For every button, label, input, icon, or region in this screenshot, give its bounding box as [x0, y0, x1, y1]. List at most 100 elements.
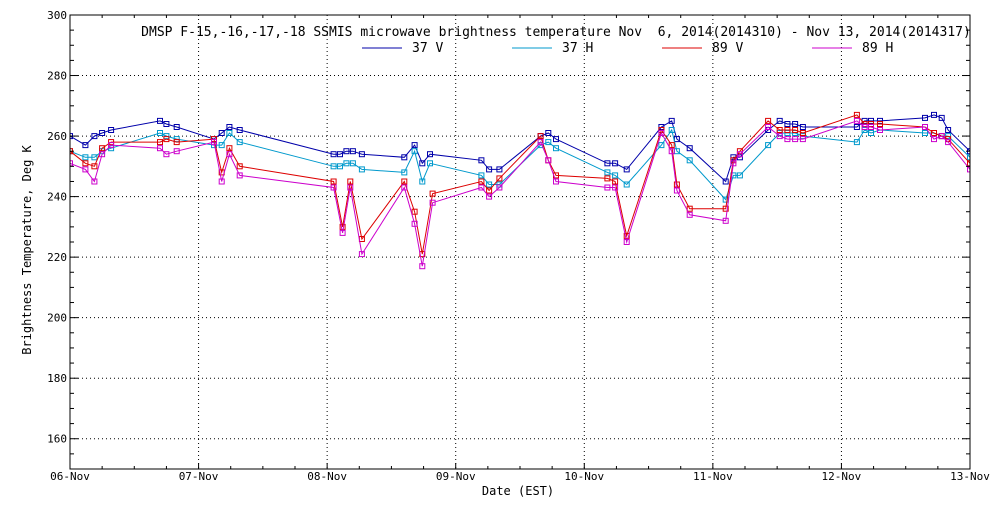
data-point-89h	[668, 148, 675, 155]
data-point-89h	[967, 166, 970, 173]
data-point-37v	[173, 124, 180, 130]
data-point-37v	[776, 117, 783, 124]
data-point-89v	[91, 163, 98, 170]
data-point-89v	[967, 160, 970, 167]
data-point-89h	[108, 142, 115, 149]
data-point-89v	[173, 139, 180, 146]
data-point-37v	[612, 160, 619, 167]
data-point-37h	[91, 154, 98, 161]
data-point-89v	[765, 117, 772, 124]
data-point-37v	[478, 157, 485, 164]
data-point-37v	[799, 124, 806, 130]
y-tick-label: 240	[47, 191, 67, 204]
data-point-37v	[337, 151, 343, 158]
data-point-89h	[931, 136, 937, 143]
data-point-89h	[776, 133, 783, 140]
data-point-89h	[330, 184, 337, 191]
data-point-37v	[486, 166, 493, 173]
x-tick-label: 13-Nov	[950, 470, 990, 483]
data-point-89h	[537, 139, 544, 146]
data-point-89h	[938, 133, 945, 140]
data-series	[70, 111, 970, 270]
data-point-37v	[108, 127, 115, 133]
data-point-89h	[99, 151, 106, 158]
data-point-89h	[70, 160, 73, 167]
data-point-89v	[776, 127, 783, 133]
data-point-89h	[553, 178, 559, 185]
data-point-89v	[236, 163, 243, 170]
data-point-37h	[658, 142, 665, 149]
data-point-37v	[938, 114, 945, 121]
data-point-37v	[343, 148, 350, 155]
data-point-89h	[496, 184, 503, 191]
data-point-37h	[765, 142, 772, 149]
data-point-89v	[931, 130, 937, 136]
data-point-37h	[226, 130, 233, 136]
x-tick-label: 09-Nov	[436, 470, 476, 483]
data-point-89v	[411, 208, 418, 215]
data-point-37h	[868, 130, 874, 136]
data-point-89h	[411, 220, 418, 227]
data-point-37h	[478, 172, 485, 179]
x-tick-label: 10-Nov	[564, 470, 604, 483]
y-tick-label: 180	[47, 372, 67, 385]
y-tick-label: 260	[47, 130, 67, 143]
data-point-89h	[486, 193, 493, 200]
y-tick-label: 160	[47, 433, 67, 446]
data-point-37h	[419, 178, 426, 185]
data-point-89v	[668, 142, 675, 149]
data-point-89v	[877, 121, 883, 127]
legend-item-37h: 37 H	[512, 41, 593, 56]
data-point-89h	[658, 130, 665, 136]
data-point-37h	[401, 169, 408, 176]
y-axis-title: Brightness Temperature, Deg K	[20, 144, 34, 354]
data-point-89h	[612, 184, 619, 191]
y-tick-label: 280	[47, 70, 67, 83]
data-point-89h	[623, 239, 630, 245]
data-point-89v	[401, 178, 408, 185]
data-point-37v	[226, 124, 233, 130]
data-point-89v	[82, 160, 89, 167]
data-point-37v	[157, 117, 163, 124]
data-point-89v	[792, 127, 799, 133]
data-point-37v	[922, 114, 928, 121]
data-point-89h	[429, 199, 436, 206]
data-point-89h	[173, 148, 180, 155]
data-point-37v	[411, 142, 418, 149]
data-point-37v	[722, 178, 729, 185]
data-point-89h	[91, 178, 98, 185]
data-point-89h	[730, 160, 737, 167]
data-point-89h	[218, 178, 225, 185]
legend: 37 V 37 H 89 V 89 H	[362, 41, 893, 56]
data-point-37v	[218, 130, 225, 136]
data-point-37v	[931, 111, 937, 118]
data-point-37h	[427, 160, 433, 167]
data-point-89h	[784, 136, 791, 143]
data-point-37h	[612, 172, 619, 179]
data-point-89h	[945, 139, 952, 146]
series-37v	[70, 111, 970, 185]
data-point-37h	[358, 166, 365, 173]
data-point-37v	[853, 124, 860, 130]
legend-label-37h: 37 H	[562, 41, 593, 56]
data-point-89h	[877, 127, 883, 133]
data-point-37h	[330, 163, 337, 170]
data-point-89h	[211, 139, 217, 146]
data-point-89v	[623, 232, 630, 239]
series-line-89h	[70, 120, 970, 267]
data-point-89v	[486, 187, 493, 194]
data-point-89h	[861, 124, 868, 130]
data-point-37v	[604, 160, 611, 167]
data-point-37h	[411, 148, 418, 155]
data-point-89h	[358, 251, 365, 258]
data-point-37v	[545, 130, 552, 136]
x-tick-label: 12-Nov	[822, 470, 862, 483]
data-point-89h	[673, 187, 680, 194]
data-point-89v	[799, 130, 806, 136]
data-point-37v	[668, 117, 675, 124]
x-tick-label: 11-Nov	[693, 470, 733, 483]
data-point-89h	[545, 157, 552, 164]
data-point-89v	[853, 111, 860, 118]
data-point-89v	[784, 127, 791, 133]
series-89h	[70, 117, 970, 270]
